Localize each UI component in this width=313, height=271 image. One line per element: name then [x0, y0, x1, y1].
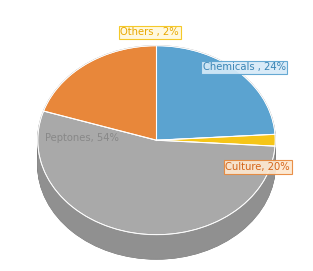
Ellipse shape	[38, 48, 275, 237]
Ellipse shape	[38, 65, 275, 254]
Ellipse shape	[38, 46, 275, 235]
Ellipse shape	[38, 69, 275, 258]
Text: Culture, 20%: Culture, 20%	[225, 162, 290, 172]
Text: Others , 2%: Others , 2%	[121, 27, 179, 37]
Ellipse shape	[38, 51, 275, 240]
Ellipse shape	[38, 52, 275, 241]
Text: Chemicals , 24%: Chemicals , 24%	[203, 62, 286, 72]
Ellipse shape	[38, 68, 275, 256]
Ellipse shape	[38, 53, 275, 242]
Ellipse shape	[38, 66, 275, 255]
Ellipse shape	[38, 70, 275, 259]
Ellipse shape	[38, 57, 275, 246]
Ellipse shape	[38, 64, 275, 253]
Ellipse shape	[38, 60, 275, 249]
Ellipse shape	[38, 58, 275, 247]
Ellipse shape	[38, 56, 275, 244]
Polygon shape	[156, 46, 275, 140]
Polygon shape	[44, 46, 156, 140]
Ellipse shape	[38, 49, 275, 238]
Ellipse shape	[38, 62, 275, 250]
Polygon shape	[38, 111, 275, 235]
Ellipse shape	[38, 59, 275, 248]
Ellipse shape	[38, 47, 275, 236]
Ellipse shape	[38, 70, 275, 259]
Text: Peptones, 54%: Peptones, 54%	[45, 133, 119, 143]
Ellipse shape	[38, 63, 275, 252]
Polygon shape	[156, 134, 275, 146]
Ellipse shape	[38, 54, 275, 243]
